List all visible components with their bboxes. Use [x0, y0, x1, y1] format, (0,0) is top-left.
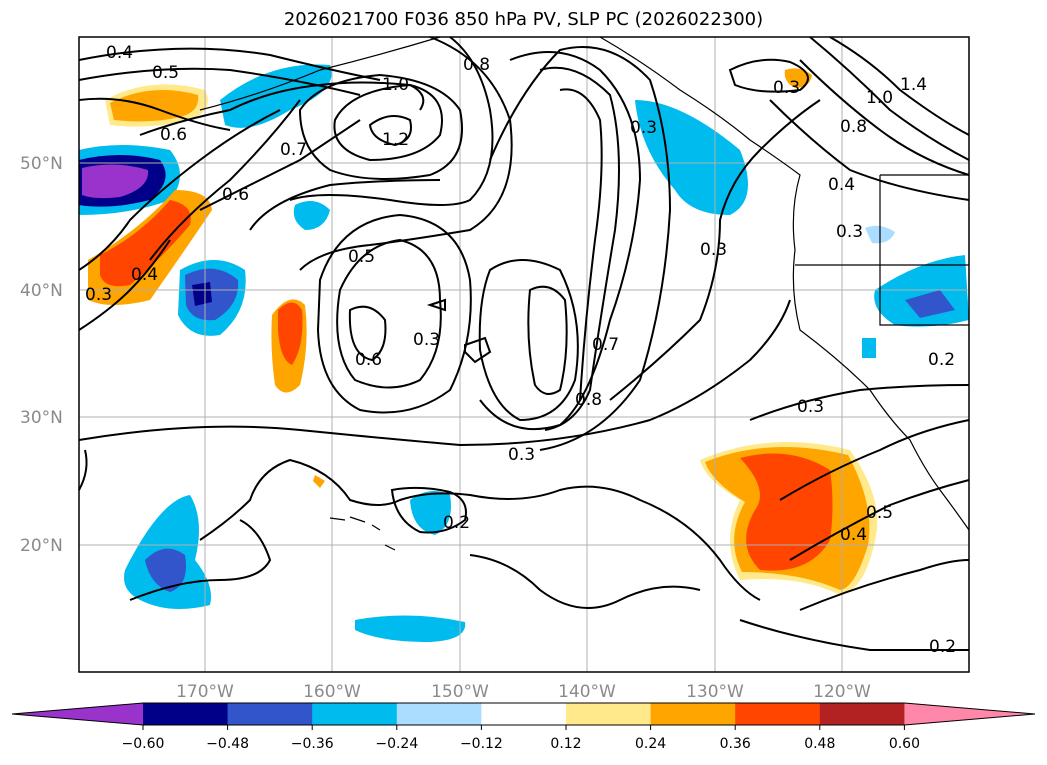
colorbar: [11, 702, 1036, 726]
colorbar-segment: [312, 703, 398, 725]
colorbar-tick-label: −0.36: [291, 736, 334, 752]
contour-label: 1.2: [382, 130, 409, 150]
lon-label: 170°W: [176, 682, 234, 702]
contour-label: 0.3: [85, 285, 112, 305]
colorbar-tick-label: 0.60: [889, 736, 920, 752]
contour-label: 0.4: [106, 43, 133, 63]
contour-label: 0.3: [836, 222, 863, 242]
colorbar-segment: [227, 703, 313, 725]
contour-label: 0.3: [413, 330, 440, 350]
contour-label: 1.0: [866, 88, 893, 108]
contour-label: 0.7: [592, 335, 619, 355]
colorbar-tick-label: 0.48: [804, 736, 835, 752]
contour-label: 0.8: [463, 55, 490, 75]
colorbar-segment: [396, 703, 482, 725]
contour-label: 0.6: [222, 185, 249, 205]
colorbar-tick-label: 0.36: [720, 736, 751, 752]
slp-contours: [78, 36, 970, 652]
contour-label: 0.2: [928, 350, 955, 370]
contour-label: 0.3: [508, 445, 535, 465]
lon-label: 120°W: [813, 682, 871, 702]
map-frame: [78, 36, 970, 673]
contour-label: 0.7: [280, 140, 307, 160]
longitude-labels: 170°W 160°W 150°W 140°W 130°W 120°W: [176, 682, 871, 702]
contour-label: 0.5: [152, 63, 179, 83]
colorbar-tick-label: −0.12: [460, 736, 503, 752]
contour-label: 0.4: [828, 175, 855, 195]
contour-label: 0.2: [443, 513, 470, 533]
colorbar-segment: [735, 703, 821, 725]
lon-label: 160°W: [303, 682, 361, 702]
lat-label: 30°N: [20, 408, 63, 428]
contour-label: 0.4: [840, 525, 867, 545]
lat-label: 20°N: [20, 536, 63, 556]
contour-label: 0.5: [866, 503, 893, 523]
colorbar-tick-label: −0.60: [122, 736, 165, 752]
lon-label: 150°W: [431, 682, 489, 702]
colorbar-labels: −0.60 −0.48 −0.36 −0.24 −0.12 0.12 0.24 0.36 0.4…: [122, 725, 920, 752]
contour-label: 0.6: [355, 350, 382, 370]
colorbar-segment: [566, 703, 652, 725]
colorbar-tick-label: 0.24: [635, 736, 666, 752]
colorbar-segment: [143, 703, 229, 725]
colorbar-extend-low: [12, 703, 143, 725]
lat-label: 50°N: [20, 154, 63, 174]
contour-label: 0.8: [575, 390, 602, 410]
contour-label: 0.3: [700, 240, 727, 260]
contour-label: 0.6: [160, 125, 187, 145]
latitude-labels: 50°N 40°N 30°N 20°N: [20, 154, 63, 556]
contour-label: 0.2: [929, 637, 956, 657]
lon-label: 130°W: [686, 682, 744, 702]
contour-label: 0.8: [840, 117, 867, 137]
contour-label: 0.5: [348, 247, 375, 267]
contour-label: 0.3: [773, 78, 800, 98]
colorbar-segment: [650, 703, 736, 725]
colorbar-segment: [819, 703, 905, 725]
contour-label: 0.3: [797, 397, 824, 417]
colorbar-tick-label: −0.24: [375, 736, 418, 752]
chart-title: 2026021700 F036 850 hPa PV, SLP PC (2026…: [283, 9, 764, 30]
contour-label: 0.3: [630, 118, 657, 138]
contour-label: 1.4: [900, 75, 927, 95]
coastline: [199, 36, 970, 551]
positive-pv-shading: [88, 68, 878, 595]
colorbar-segment: [481, 703, 567, 725]
contour-label: 1.0: [382, 75, 409, 95]
contour-label: 0.4: [131, 265, 158, 285]
lon-label: 140°W: [558, 682, 616, 702]
colorbar-tick-label: 0.12: [550, 736, 581, 752]
colorbar-extend-high: [904, 703, 1035, 725]
lat-label: 40°N: [20, 281, 63, 301]
colorbar-tick-label: −0.48: [206, 736, 249, 752]
contour-labels: 0.4 0.5 1.0 0.8 0.6 0.7 1.2 0.6 0.5 0.4 …: [85, 43, 956, 657]
